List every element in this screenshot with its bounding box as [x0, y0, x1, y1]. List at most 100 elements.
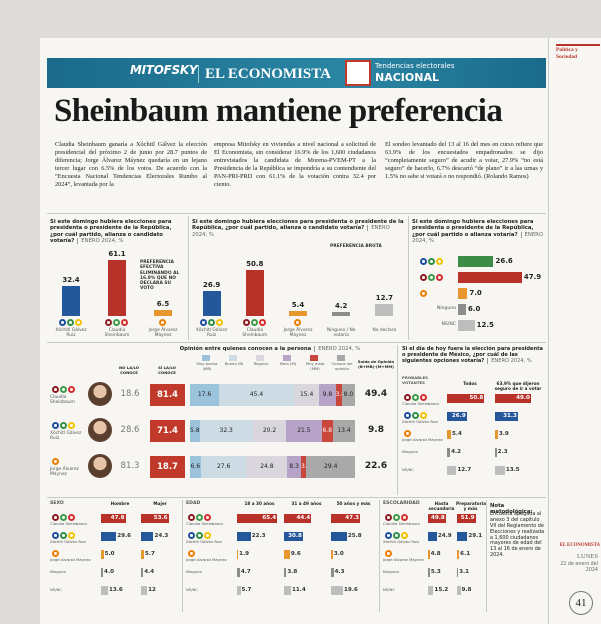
saldo-value: 9.8: [368, 425, 384, 435]
bar: [101, 568, 104, 577]
bar: [447, 466, 457, 475]
value-label: 5.7: [241, 587, 252, 593]
category-label: Ninguno: [402, 450, 418, 454]
series-name: Mujer: [153, 501, 167, 506]
category-label: NS/NC: [402, 468, 415, 472]
value-label: 31.3: [503, 413, 517, 419]
bar: [108, 260, 126, 316]
legend-swatch: [256, 355, 264, 361]
chart-title: Si el día de hoy fuera la elección para …: [402, 346, 543, 365]
headline: Sheinbaum mantiene preferencia: [54, 93, 503, 129]
value-label: 4.3: [334, 569, 345, 575]
bar: [237, 532, 251, 541]
value-label: 13.6: [108, 587, 123, 593]
bar: [237, 550, 239, 559]
stacked-segment: [319, 384, 336, 406]
category-label: Ninguno: [50, 570, 66, 574]
avatar: [88, 418, 112, 442]
segment-label: 6.8: [322, 427, 333, 434]
avatar: [88, 454, 112, 478]
bar: [289, 311, 307, 316]
party-logo: [404, 412, 411, 419]
chart-period: ENERO 2024, %: [77, 238, 124, 245]
segment-label: 45.4: [249, 391, 264, 398]
bar: [202, 291, 221, 316]
value-label: 5.7: [144, 551, 155, 557]
legend-swatch: [283, 355, 291, 361]
value-label: 4.7: [240, 569, 251, 575]
value-label: 29.1: [468, 533, 483, 539]
party-logo: [68, 422, 75, 429]
bar: [154, 310, 172, 316]
bar: [457, 514, 476, 523]
value-label: 47.8: [110, 515, 125, 521]
bar: [458, 256, 494, 267]
known-value: 18.7: [150, 456, 185, 478]
value-label: 53.6: [153, 515, 168, 521]
party-logo: [385, 550, 392, 557]
category-label: NS/NC: [441, 322, 456, 327]
category-label: Xóchitl Gálvez Ruiz: [50, 540, 87, 544]
value-label: 26.9: [451, 413, 466, 419]
category-label: Jorge Álvarez Máynez: [402, 438, 443, 442]
party-logo: [242, 319, 250, 326]
party-logo: [52, 514, 59, 521]
segment-label: 29.4: [324, 463, 338, 470]
saldo-value: 49.4: [364, 389, 388, 399]
party-logo: [215, 319, 223, 326]
bar: [141, 550, 144, 559]
group-label: PROBABLES VOTANTES: [402, 375, 429, 385]
value-label: 24.9: [437, 533, 452, 539]
party-logo: [436, 274, 443, 281]
party-logo: [385, 514, 392, 521]
category-label: Xóchitl Gálvez Ruiz: [402, 420, 439, 424]
divider: [379, 500, 380, 612]
bar: [457, 550, 460, 559]
party-logo: [121, 319, 128, 326]
value-label: 12.7: [457, 467, 472, 473]
bar: [495, 466, 505, 475]
bar: [101, 514, 126, 523]
stacked-segment: [301, 456, 307, 478]
category-label: No declara: [372, 328, 397, 333]
banner-label: Tendencias electorales: [375, 62, 455, 70]
unknown-value: 28.6: [120, 425, 140, 435]
legend-label: Muy buena (MB): [196, 361, 218, 371]
stacked-segment: [190, 456, 201, 478]
stacked-segment: [200, 456, 247, 478]
segment-label: 27.6: [216, 463, 231, 470]
value-label: 6.1: [460, 551, 471, 557]
banner-label-strong: NACIONAL: [375, 71, 439, 84]
page-number: 41: [569, 591, 593, 615]
category-label: NS/NC: [186, 588, 199, 592]
party-logo: [68, 386, 75, 393]
party-logo: [393, 532, 400, 539]
chart-title-block: Opinión entre quienes conocen a la perso…: [150, 346, 390, 352]
party-logo: [60, 386, 67, 393]
bar: [428, 586, 434, 595]
value-label: 4.0: [104, 569, 114, 575]
bar: [447, 412, 467, 421]
value-label: 4.2: [451, 449, 461, 455]
segment-label: 6.6: [190, 463, 201, 470]
newspaper-name: EL ECONOMISTA: [198, 65, 343, 83]
methodology-text: Encuesta apegada al anexo 3 del capítulo…: [490, 511, 545, 559]
series-name: Preparatoria y más: [456, 501, 486, 512]
party-logo: [52, 386, 59, 393]
category-label: Jorge Álvarez Máynez: [148, 328, 178, 339]
article-column: empresa Mitofsky en viviendas a nivel na…: [214, 141, 376, 188]
category-label: Jorge Álvarez Máynez: [283, 328, 313, 339]
value-label: 30.8: [288, 533, 302, 539]
party-logo: [420, 290, 427, 297]
category-label: Claudia Sheinbaum: [242, 328, 268, 339]
bar: [284, 514, 312, 523]
series-name: 50 años y más: [336, 501, 371, 506]
column-header: SÍ LA/LO CONOCE: [158, 365, 176, 375]
bar: [458, 304, 466, 315]
value-label: 7.0: [469, 289, 482, 297]
value-label: 9.6: [290, 551, 301, 557]
segment-label: 32.3: [219, 427, 233, 434]
legend-swatch: [229, 355, 237, 361]
bar: [458, 320, 475, 331]
party-logo: [60, 422, 67, 429]
